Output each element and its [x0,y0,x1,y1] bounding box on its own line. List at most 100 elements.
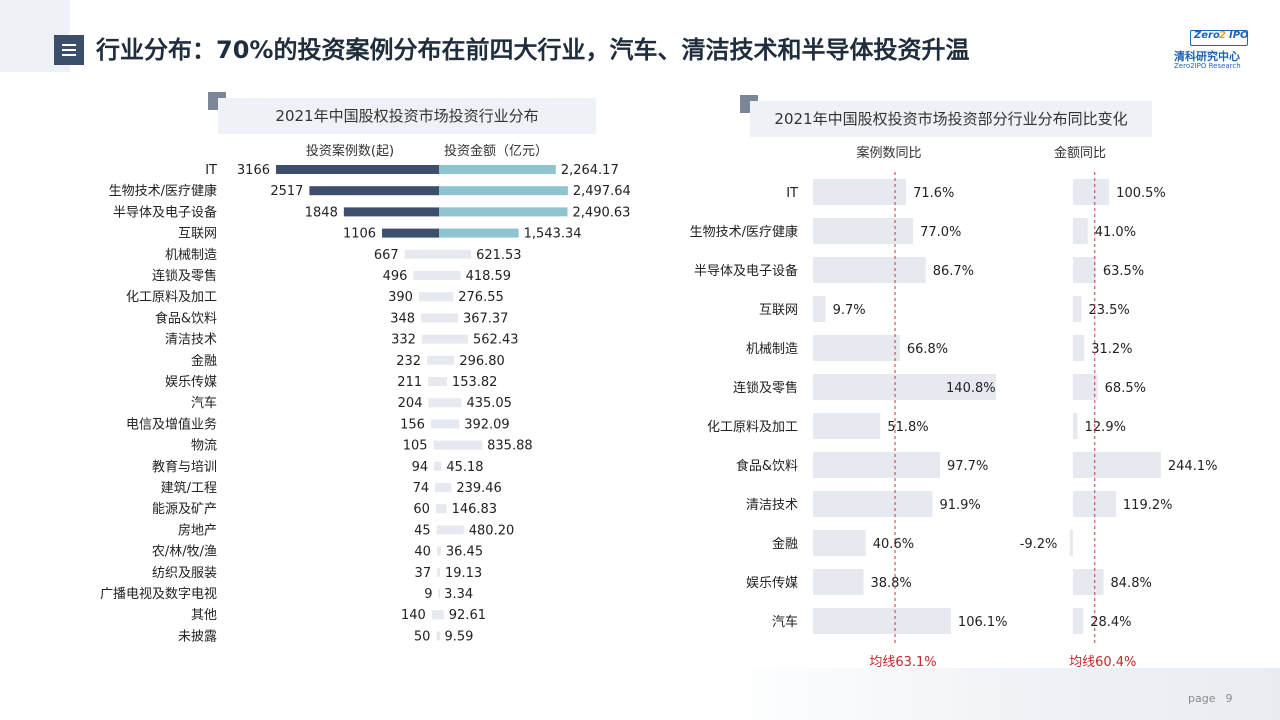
cases-bar [418,292,439,302]
cases-value-label: 74 [413,481,430,496]
category-label: 农/林/牧/渔 [152,545,217,560]
cases-bar [421,334,439,344]
category-label: 教育与培训 [152,459,217,475]
amount-yoy-bar [1073,374,1098,400]
yoy-category-label: IT [786,186,798,201]
amount-value-label: 296.80 [459,354,505,369]
cases-bar [428,377,439,386]
amount-value-label: 418.59 [466,269,512,284]
cases-yoy-label: 91.9% [939,498,980,513]
amount-value-label: 1,543.34 [524,227,582,242]
category-label: 纺织及服装 [152,566,217,581]
cases-value-label: 496 [383,269,408,284]
cases-value-label: 9 [424,587,432,602]
amount-bar [439,228,519,238]
cases-bar [431,610,439,620]
category-label: 物流 [191,439,217,454]
amount-bar [439,398,462,408]
amount-bar [439,631,440,641]
amount-value-label: 2,497.64 [573,184,631,199]
amount-value-label: 835.88 [487,439,533,454]
category-label: 半导体及电子设备 [113,204,217,220]
cases-bar [309,186,439,196]
category-label: 未披露 [178,629,217,644]
cases-bar [427,355,439,365]
amount-yoy-label: 119.2% [1123,498,1173,513]
amount-yoy-label: 68.5% [1105,381,1146,396]
amount-yoy-bar [1073,179,1110,205]
cases-yoy-bar [813,491,933,517]
category-label: 电信及增值业务 [126,416,217,432]
amount-bar [439,589,440,598]
amount-bar [439,207,568,217]
amount-value-label: 276.55 [458,290,504,305]
cases-value-label: 2517 [270,184,303,199]
category-label: 生物技术/医疗健康 [109,183,217,199]
amount-bar [439,271,461,280]
amount-value-label: 562.43 [473,333,518,348]
cases-bar [435,483,439,492]
cases-yoy-bar [813,569,864,595]
cases-value-label: 45 [414,523,431,538]
yoy-category-label: 机械制造 [746,342,798,357]
cases-value-label: 156 [400,417,425,432]
amount-value-label: 2,490.63 [573,205,631,220]
cases-yoy-label: 77.0% [920,225,961,240]
right-chart-title: 2021年中国股权投资市场投资部分行业分布同比变化 [750,101,1152,137]
cases-value-label: 37 [415,566,432,581]
cases-yoy-bar [813,296,826,322]
amount-bar [439,567,440,577]
category-label: 食品&饮料 [155,310,217,326]
cases-yoy-bar [813,179,907,205]
cases-bar [276,165,439,174]
cases-yoy-bar [813,413,881,439]
amount-value-label: 621.53 [476,248,521,263]
cases-bar [435,504,439,514]
cases-bar [437,567,439,577]
yoy-category-label: 金融 [772,536,798,552]
page-number: page 9 [1188,692,1233,705]
cases-value-label: 60 [413,502,430,517]
amount-bar [439,525,464,535]
amount-bar [439,546,441,556]
cases-yoy-bar [813,257,926,283]
yoy-category-label: 食品&饮料 [736,458,798,474]
amount-value-label: 2,264.17 [561,163,619,178]
cases-bar [382,228,439,238]
category-label: 清洁技术 [165,333,217,348]
yoy-category-label: 互联网 [759,303,798,318]
category-label: 娱乐传媒 [165,375,217,390]
cases-yoy-label: 106.1% [958,615,1008,630]
footer-decoration [720,668,1280,720]
cases-bar [404,249,439,259]
amount-yoy-label: 84.8% [1111,576,1152,591]
cases-average-label: 均线63.1% [869,655,936,670]
category-label: 广播电视及数字电视 [100,587,217,602]
amount-yoy-bar [1073,257,1096,283]
amount-bar [439,461,442,471]
cases-value-label: 332 [391,333,416,348]
left-chart-title: 2021年中国股权投资市场投资行业分布 [218,98,596,134]
amount-bar [439,186,568,196]
category-label: 连锁及零售 [152,268,217,284]
cases-yoy-label: 71.6% [913,186,954,201]
amount-yoy-label: 23.5% [1088,303,1129,318]
amount-bar [439,355,455,365]
cases-yoy-bar [813,218,914,244]
cases-yoy-bar [813,374,997,400]
amount-value-label: 3.34 [444,587,473,602]
menu-icon [54,35,84,65]
amount-value-label: 92.61 [449,608,486,623]
cases-value-label: 105 [403,439,428,454]
category-label: 其他 [191,608,217,623]
amount-yoy-bar [1073,335,1085,361]
cases-value-label: 1848 [305,205,338,220]
cases-yoy-label: 38.8% [870,576,911,591]
amount-yoy-label: 63.5% [1103,264,1144,279]
cases-yoy-label: 140.8% [946,381,996,396]
cases-yoy-bar [813,530,866,556]
amount-bar [439,292,454,302]
cases-yoy-label: 9.7% [833,303,866,318]
cases-yoy-bar [813,608,951,634]
